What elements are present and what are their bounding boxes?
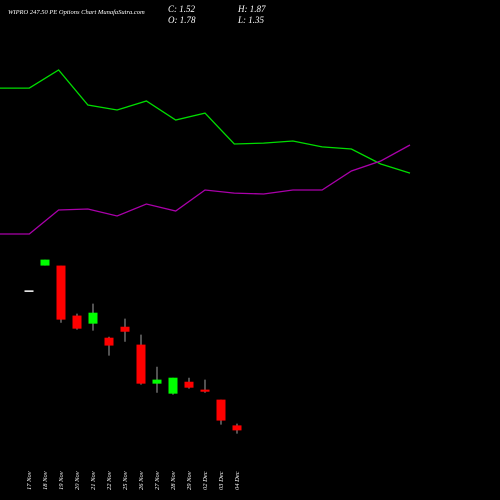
candle-body (184, 381, 194, 388)
x-tick-label: 02 Dec (202, 471, 209, 490)
x-tick-label: 20 Nov (74, 471, 81, 490)
x-tick-label: 18 Nov (42, 471, 49, 490)
x-tick-label: 19 Nov (58, 471, 65, 490)
candle-body (152, 379, 162, 384)
candle-body (136, 344, 146, 384)
candle-body (72, 315, 82, 329)
ohlc-label: L: 1.35 (237, 15, 265, 25)
candle-body (200, 389, 210, 392)
indicator-line (0, 144, 411, 235)
candle-body (40, 259, 50, 266)
candle-body (104, 337, 114, 346)
x-tick-label: 27 Nov (154, 471, 161, 490)
x-tick-label: 25 Nov (122, 471, 129, 490)
x-tick-label: 26 Nov (138, 471, 145, 490)
candle-body (24, 290, 34, 292)
ohlc-label: H: 1.87 (237, 4, 266, 14)
x-tick-label: 21 Nov (90, 471, 97, 490)
x-tick-label: 29 Nov (186, 471, 193, 490)
candle-body (56, 265, 66, 320)
x-tick-label: 28 Nov (170, 471, 177, 490)
x-tick-label: 04 Dec (234, 471, 241, 490)
candle-body (88, 312, 98, 324)
candle-body (232, 425, 242, 431)
indicator-line (0, 69, 411, 174)
x-tick-label: 22 Nov (106, 471, 113, 490)
x-tick-label: 17 Nov (26, 471, 33, 490)
candle-body (120, 326, 130, 332)
chart-title: WIPRO 247.50 PE Options Chart MunafaSutr… (8, 9, 145, 16)
ohlc-label: C: 1.52 (168, 4, 196, 14)
candle-body (168, 377, 178, 394)
candle-body (216, 399, 226, 421)
x-tick-label: 03 Dec (218, 471, 225, 490)
ohlc-label: O: 1.78 (168, 15, 196, 25)
